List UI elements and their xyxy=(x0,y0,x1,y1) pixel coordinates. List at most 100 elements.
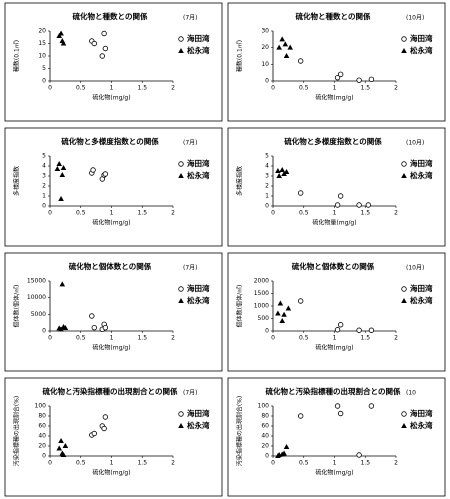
point xyxy=(337,71,344,78)
legend-marker xyxy=(401,48,407,53)
point xyxy=(285,305,292,311)
y-tick-label: 0 xyxy=(42,453,46,460)
y-axis-label: 多様度指数 xyxy=(13,166,21,196)
point xyxy=(275,168,281,173)
point xyxy=(283,53,290,58)
x-tick-label: 0 xyxy=(48,85,52,92)
y-axis-label: 個体数(個体/㎡) xyxy=(13,285,21,328)
point xyxy=(276,44,282,50)
x-tick-label: 1 xyxy=(333,85,337,92)
point xyxy=(283,444,290,449)
point xyxy=(101,30,107,37)
point xyxy=(279,36,286,42)
chart-panel: 硫化物と汚染指標種の出現割合との関係 (7月)0 0.5 1 1.5 2020406080… xyxy=(4,377,223,497)
point xyxy=(297,298,304,304)
x-tick-label: 1 xyxy=(110,335,114,342)
legend-marker xyxy=(178,36,184,42)
legend-label: 松永湾 xyxy=(410,420,433,430)
panel-border xyxy=(4,252,223,372)
y-tick-label: 1000 xyxy=(254,303,269,310)
point xyxy=(101,425,107,432)
y-tick-label: 15 xyxy=(38,40,46,47)
x-tick-label: 0.5 xyxy=(76,460,86,467)
x-tick-label: 0 xyxy=(48,335,52,342)
point xyxy=(59,281,66,287)
chart-title: 硫化物と汚染指標種の出現割合との関係 xyxy=(266,386,401,396)
point xyxy=(334,403,341,409)
x-tick-label: 1.5 xyxy=(360,460,370,467)
legend-label: 松永湾 xyxy=(410,295,433,305)
point xyxy=(283,169,290,174)
chart-title: 硫化物と個体数との関係 xyxy=(69,261,152,271)
y-tick-label: 30 xyxy=(261,28,269,35)
y-tick-label: 0 xyxy=(42,328,46,335)
y-tick-label: 3 xyxy=(42,173,46,180)
legend-marker xyxy=(178,161,184,167)
y-tick-label: 1500 xyxy=(254,290,269,297)
point xyxy=(365,202,372,208)
point xyxy=(356,77,362,83)
x-tick-label: 2 xyxy=(171,335,175,342)
point xyxy=(60,40,67,46)
x-tick-label: 0 xyxy=(271,210,275,217)
legend-marker xyxy=(401,173,407,178)
period: (10月) xyxy=(406,265,424,272)
x-tick-label: 0.5 xyxy=(76,85,86,92)
x-tick-label: 1.5 xyxy=(137,85,147,92)
chart-panel: 硫化物と個体数との関係 (7月) 0 0.5 1 1.5 2 0 5000 10000 15000 硫… xyxy=(4,252,223,372)
chart-panel: 硫化物と多様度指数との関係 (7月) 0 0.5 1 1.5 2 0 1 2 3 4 5 硫化物(mg/g… xyxy=(4,127,223,247)
x-tick-label: 0 xyxy=(271,335,275,342)
chart-title: 硫化物と汚染指標種の出現割合との関係 xyxy=(43,386,178,396)
y-tick-label: 15000 xyxy=(27,278,46,285)
x-tick-label: 1 xyxy=(333,335,337,342)
point xyxy=(62,443,69,448)
period: (10月) xyxy=(406,15,424,22)
point xyxy=(337,193,344,199)
panel-border xyxy=(4,2,223,122)
point xyxy=(356,202,362,208)
chart-title: 硫化物と種数との関係 xyxy=(296,11,371,21)
x-axis-label: 硫化物(mg/g) xyxy=(315,94,353,102)
y-tick-label: 10 xyxy=(261,61,269,68)
y-tick-label: 60 xyxy=(38,423,46,430)
x-tick-label: 1.5 xyxy=(360,210,370,217)
legend-label: 海田湾 xyxy=(410,283,433,293)
x-tick-label: 1 xyxy=(333,460,337,467)
point xyxy=(60,165,67,170)
panel-border xyxy=(227,127,446,247)
point xyxy=(356,452,362,458)
point xyxy=(297,190,304,196)
point xyxy=(90,167,96,173)
legend-marker xyxy=(401,423,407,428)
y-tick-label: 0 xyxy=(265,203,269,210)
y-axis-label: 種数(0.1㎡) xyxy=(13,40,21,72)
point xyxy=(99,53,105,59)
point xyxy=(368,76,375,83)
x-axis-label: 硫化物(mg/g) xyxy=(92,219,130,227)
period: (7月) xyxy=(183,390,198,397)
chart-panel: 硫化物と汚染指標種の出現割合との関係 (100 0.5 1 1.5 20204060801… xyxy=(227,377,446,497)
y-tick-label: 80 xyxy=(261,413,269,420)
x-tick-label: 1.5 xyxy=(137,460,147,467)
panel-border xyxy=(227,377,446,497)
y-axis-label: 多様度指数 xyxy=(236,166,244,196)
y-tick-label: 2 xyxy=(265,183,269,190)
x-tick-label: 1 xyxy=(333,210,337,217)
x-tick-label: 2 xyxy=(394,335,398,342)
y-axis-label: 汚染指標種の出現割合(%) xyxy=(13,396,21,466)
legend-marker xyxy=(401,298,407,303)
y-tick-label: 0 xyxy=(42,78,46,85)
x-tick-label: 0.5 xyxy=(299,85,309,92)
y-tick-label: 20 xyxy=(38,443,46,450)
y-tick-label: 0 xyxy=(42,203,46,210)
point xyxy=(102,171,109,177)
point xyxy=(282,41,289,47)
y-tick-label: 4 xyxy=(265,163,269,170)
chart-title: 硫化物と多様度指数との関係 xyxy=(61,136,159,146)
y-tick-label: 20 xyxy=(38,28,46,35)
chart-panel: 硫化物と個体数との関係 (10月) 0 0.5 1 1.5 2 0 500 1000 1500 200… xyxy=(227,252,446,372)
x-tick-label: 0.5 xyxy=(76,335,86,342)
chart-title: 硫化物と種数との関係 xyxy=(73,11,148,21)
point xyxy=(56,161,63,166)
y-tick-label: 60 xyxy=(261,423,269,430)
